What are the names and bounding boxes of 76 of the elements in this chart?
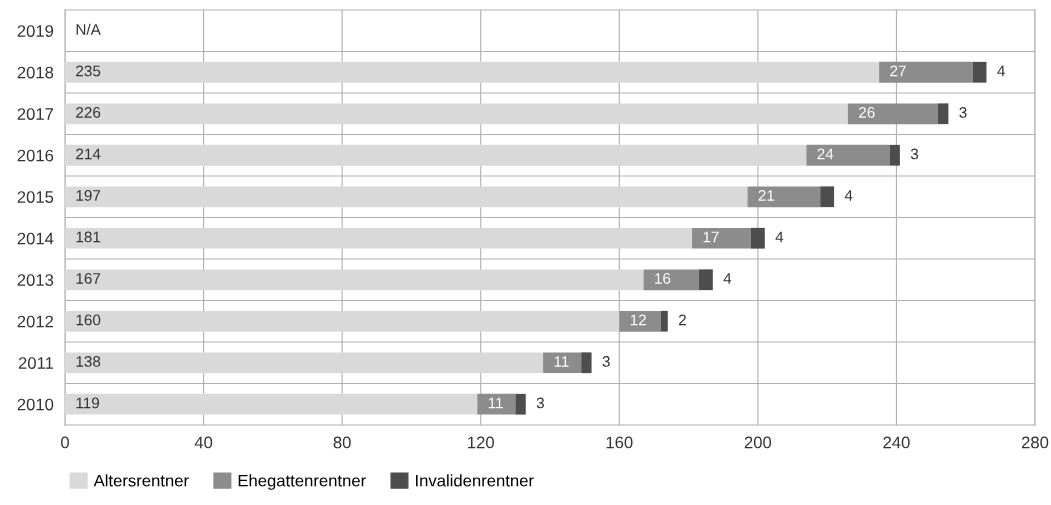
text: N/A	[76, 23, 101, 35]
x-tick-label: 200	[744, 436, 772, 449]
y-tick-label: 2013	[17, 274, 54, 286]
bar	[806, 144, 890, 166]
bar	[65, 144, 807, 166]
data-label: 27	[890, 65, 906, 77]
data-label: 24	[817, 148, 834, 160]
y-tick-label: 2018	[17, 66, 54, 79]
data-label: 12	[630, 314, 646, 326]
bar	[747, 186, 821, 208]
y-tick-label: 2012	[17, 315, 54, 328]
y-tick-label: 2014	[17, 232, 54, 245]
x-tick-label: 40	[194, 436, 213, 449]
bar	[643, 269, 699, 291]
bar	[698, 269, 713, 291]
data-label: 16	[655, 273, 671, 284]
bar	[65, 393, 478, 415]
data-label: 2	[678, 314, 686, 326]
data-label: 11	[554, 356, 569, 367]
data-label: 214	[76, 148, 101, 160]
x-tick-label: 0	[61, 436, 69, 449]
bar	[515, 393, 526, 415]
bar	[65, 269, 644, 291]
data-label: 235	[76, 65, 101, 77]
y-tick-label: 2015	[17, 191, 54, 203]
y-tick-label: 2019	[17, 25, 54, 37]
bar	[879, 61, 973, 83]
x-tick-label: 240	[883, 436, 910, 449]
bar	[938, 103, 949, 125]
data-label: 21	[758, 190, 775, 201]
data-label: 3	[959, 107, 967, 118]
bar	[972, 61, 987, 83]
x-tick-label: 280	[1021, 436, 1049, 449]
y-tick-label: 2010	[17, 398, 54, 411]
bar	[65, 352, 544, 374]
y-tick-label: 2016	[17, 149, 54, 162]
data-label: 226	[76, 107, 101, 118]
data-label: 4	[723, 273, 732, 284]
data-label: 11	[488, 397, 503, 409]
bar	[65, 227, 693, 249]
bar	[889, 144, 900, 166]
bar	[543, 352, 582, 374]
data-label: 3	[602, 356, 610, 367]
data-label: 4	[775, 231, 784, 243]
data-label: 4	[997, 65, 1005, 77]
legend-label: Ehegattenrentner	[238, 474, 366, 490]
bar	[65, 186, 748, 208]
bar	[477, 393, 516, 415]
data-label: 26	[859, 107, 875, 118]
legend-label: Invalidenrentner	[416, 474, 534, 487]
x-tick-label: 120	[468, 436, 494, 449]
data-label: 4	[844, 190, 853, 201]
data-label: 3	[910, 148, 919, 160]
bar	[847, 103, 938, 125]
data-label: 138	[76, 356, 101, 367]
data-label: 119	[76, 397, 100, 409]
data-label: 160	[76, 314, 101, 326]
data-label: 3	[536, 397, 544, 409]
bar	[65, 103, 848, 125]
bar	[619, 310, 661, 332]
data-label: 181	[76, 231, 101, 243]
data-label: 167	[76, 273, 101, 284]
data-label: 17	[703, 231, 719, 243]
x-tick-label: 80	[333, 436, 351, 449]
bar	[65, 61, 880, 83]
bar	[65, 310, 620, 332]
x-tick-label: 160	[606, 436, 633, 449]
bar	[692, 227, 751, 249]
data-label: 197	[76, 190, 101, 201]
legend-label: Altersrentner	[93, 474, 189, 487]
bar	[820, 186, 835, 208]
bar	[660, 310, 668, 332]
bar	[581, 352, 592, 374]
y-tick-label: 2011	[18, 357, 54, 369]
bar	[750, 227, 765, 249]
y-tick-label: 2017	[17, 108, 54, 120]
